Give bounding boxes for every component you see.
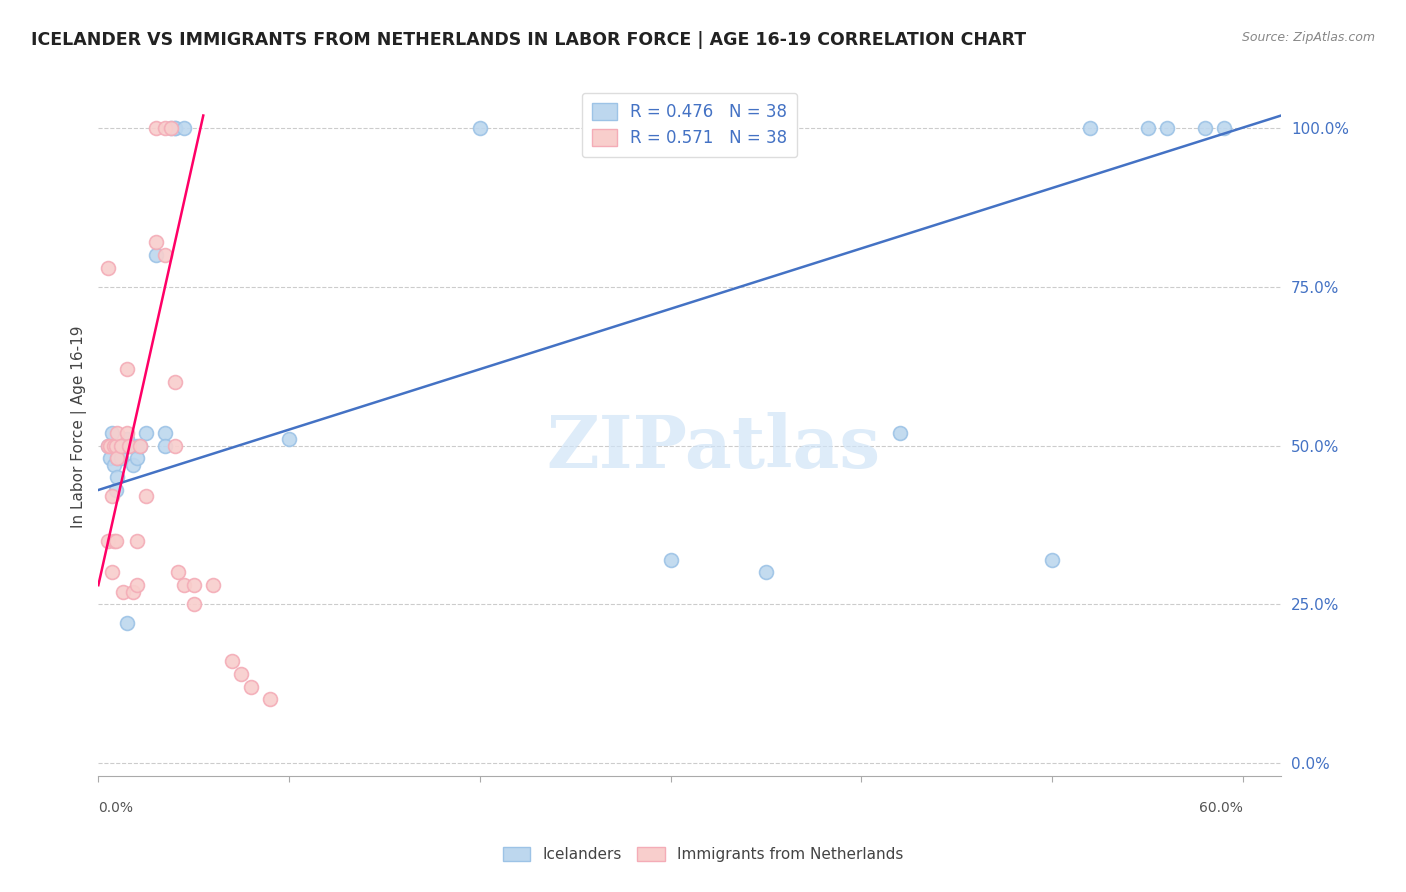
Text: ICELANDER VS IMMIGRANTS FROM NETHERLANDS IN LABOR FORCE | AGE 16-19 CORRELATION : ICELANDER VS IMMIGRANTS FROM NETHERLANDS… <box>31 31 1026 49</box>
Point <box>97 260 120 275</box>
Point <box>183 597 205 611</box>
Point <box>1040 553 1063 567</box>
Point <box>163 438 186 452</box>
Point <box>107 470 129 484</box>
Point <box>98 438 121 452</box>
Y-axis label: In Labor Force | Age 16-19: In Labor Force | Age 16-19 <box>72 326 87 528</box>
Point <box>239 680 262 694</box>
Point <box>231 667 253 681</box>
Point <box>107 451 129 466</box>
Point <box>183 578 205 592</box>
Point <box>118 438 141 452</box>
Text: 60.0%: 60.0% <box>1199 801 1243 815</box>
Point <box>104 438 127 452</box>
Point <box>115 616 138 631</box>
Point <box>125 578 148 592</box>
Point <box>104 438 127 452</box>
Legend: Icelanders, Immigrants from Netherlands: Icelanders, Immigrants from Netherlands <box>496 841 910 868</box>
Point <box>167 566 190 580</box>
Point <box>125 533 148 548</box>
Point <box>125 451 148 466</box>
Point <box>468 121 491 136</box>
Point <box>221 654 243 668</box>
Point <box>107 438 129 452</box>
Point <box>112 584 135 599</box>
Point <box>1156 121 1178 136</box>
Point <box>115 432 138 446</box>
Point <box>145 235 167 250</box>
Point <box>145 248 167 262</box>
Point <box>107 451 129 466</box>
Point <box>145 121 167 136</box>
Point <box>97 438 120 452</box>
Point <box>110 438 132 452</box>
Point <box>153 425 176 440</box>
Point <box>163 121 186 136</box>
Point <box>121 584 143 599</box>
Point <box>160 121 183 136</box>
Point <box>160 121 183 136</box>
Point <box>163 375 186 389</box>
Point <box>1078 121 1101 136</box>
Point <box>110 438 132 452</box>
Point <box>173 578 195 592</box>
Point <box>115 425 138 440</box>
Point <box>97 438 120 452</box>
Point <box>100 489 122 503</box>
Point <box>1136 121 1159 136</box>
Point <box>97 533 120 548</box>
Point <box>1212 121 1234 136</box>
Point <box>135 489 157 503</box>
Point <box>129 438 152 452</box>
Point <box>755 566 778 580</box>
Point <box>153 248 176 262</box>
Point <box>153 121 176 136</box>
Point <box>110 451 132 466</box>
Text: Source: ZipAtlas.com: Source: ZipAtlas.com <box>1241 31 1375 45</box>
Point <box>115 362 138 376</box>
Point <box>201 578 224 592</box>
Point <box>104 533 127 548</box>
Point <box>173 121 195 136</box>
Point <box>121 458 143 472</box>
Point <box>125 438 148 452</box>
Text: ZIPatlas: ZIPatlas <box>547 412 880 483</box>
Point <box>118 438 141 452</box>
Point <box>107 425 129 440</box>
Point <box>100 425 122 440</box>
Point <box>135 425 157 440</box>
Point <box>129 438 152 452</box>
Point <box>104 483 127 497</box>
Point <box>103 438 125 452</box>
Point <box>112 438 135 452</box>
Point <box>100 566 122 580</box>
Point <box>278 432 301 446</box>
Point <box>103 458 125 472</box>
Point <box>163 121 186 136</box>
Point <box>1194 121 1216 136</box>
Text: 0.0%: 0.0% <box>98 801 134 815</box>
Legend: R = 0.476   N = 38, R = 0.571   N = 38: R = 0.476 N = 38, R = 0.571 N = 38 <box>582 93 797 157</box>
Point <box>889 425 911 440</box>
Point <box>153 438 176 452</box>
Point <box>103 533 125 548</box>
Point <box>98 451 121 466</box>
Point <box>659 553 682 567</box>
Point <box>259 692 281 706</box>
